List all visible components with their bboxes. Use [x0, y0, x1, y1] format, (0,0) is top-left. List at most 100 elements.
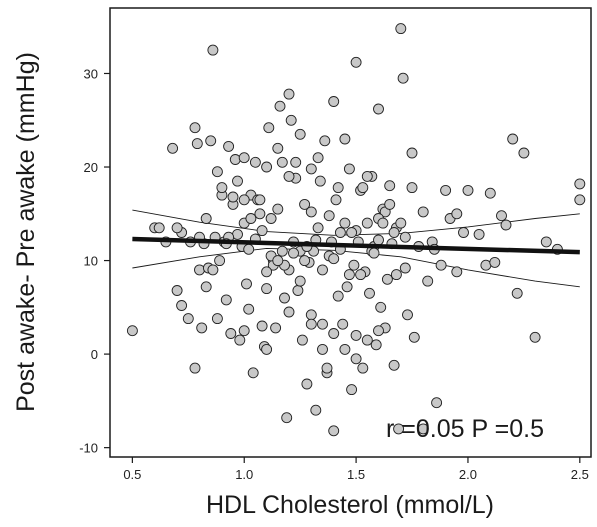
data-point [395, 217, 407, 229]
data-point [417, 423, 429, 435]
data-point [375, 301, 387, 313]
data-point [350, 353, 362, 365]
data-point [381, 273, 393, 285]
data-point [384, 180, 396, 192]
data-point [339, 343, 351, 355]
data-point [361, 334, 373, 346]
data-point [518, 147, 530, 159]
data-point [328, 96, 340, 107]
data-point [234, 334, 246, 346]
data-point [393, 423, 405, 435]
data-point [332, 290, 344, 302]
data-point [511, 287, 523, 299]
data-point [310, 404, 322, 416]
data-point [357, 362, 369, 374]
data-point [299, 198, 311, 210]
data-point [440, 184, 452, 196]
data-point [337, 318, 349, 330]
data-point [243, 243, 255, 255]
data-point [384, 198, 396, 210]
data-point [301, 378, 313, 390]
data-point [171, 285, 183, 296]
data-point [272, 203, 284, 215]
data-point [399, 262, 411, 274]
data-point [321, 362, 333, 374]
data-point [272, 142, 284, 154]
data-point [225, 328, 237, 339]
data-point [223, 140, 235, 152]
data-point [214, 255, 226, 267]
data-point [288, 247, 299, 259]
data-point [305, 318, 317, 330]
data-point [216, 182, 228, 194]
data-point [256, 320, 268, 332]
y-axis-ticks: -10 0 10 20 30 [79, 66, 110, 456]
data-point [328, 425, 340, 437]
data-point [238, 325, 250, 337]
data-point [296, 334, 308, 346]
data-point [574, 194, 586, 206]
data-point [312, 222, 324, 234]
x-tick-label: 2.5 [571, 467, 589, 482]
data-point [176, 300, 188, 311]
data-point [473, 228, 485, 240]
data-point [254, 194, 266, 206]
data-point [397, 72, 409, 84]
data-point [323, 210, 335, 222]
x-tick-label: 1.5 [347, 467, 365, 482]
data-point [343, 163, 355, 175]
data-point [243, 303, 255, 315]
data-point [314, 175, 326, 187]
data-point [435, 259, 447, 271]
data-point [263, 122, 275, 134]
data-point [330, 194, 342, 206]
data-point [249, 156, 261, 168]
data-point [373, 325, 384, 337]
data-point [370, 339, 382, 351]
data-point [350, 56, 362, 68]
data-point [364, 287, 375, 299]
data-point [200, 213, 212, 224]
data-point [285, 114, 297, 126]
data-point [276, 156, 288, 168]
x-axis-ticks: 0.5 1.0 1.5 2.0 2.5 [123, 457, 589, 482]
data-point [373, 234, 384, 246]
data-point [265, 213, 277, 224]
data-point [431, 397, 443, 409]
data-point [305, 206, 317, 218]
x-axis-title: HDL Cholesterol (mmol/L) [206, 491, 494, 519]
data-point [529, 331, 541, 343]
data-point [254, 208, 266, 220]
data-point [377, 217, 389, 229]
data-point [182, 313, 194, 325]
data-point [290, 156, 302, 168]
data-point [153, 222, 165, 234]
data-point [489, 256, 501, 268]
data-point [245, 213, 257, 224]
data-point [238, 152, 250, 164]
y-tick-label: -10 [79, 441, 98, 456]
data-point [238, 194, 250, 206]
data-point [357, 182, 369, 194]
data-point [229, 154, 241, 165]
data-point [196, 322, 208, 334]
data-point [355, 269, 367, 281]
data-point [339, 133, 351, 145]
data-point [220, 294, 232, 306]
data-point [276, 245, 288, 257]
data-point [406, 182, 418, 194]
data-point [171, 222, 183, 234]
data-point [126, 325, 138, 337]
data-point [422, 275, 434, 287]
y-tick-label: 20 [84, 160, 98, 175]
data-point [361, 217, 373, 229]
regression-fit-line [132, 236, 580, 255]
data-point [294, 128, 306, 140]
data-point [247, 367, 259, 379]
ci-upper-line [132, 209, 580, 236]
data-point [207, 44, 219, 56]
data-point [341, 281, 353, 293]
data-point [451, 208, 463, 220]
data-point [406, 147, 418, 159]
data-point [194, 264, 205, 276]
